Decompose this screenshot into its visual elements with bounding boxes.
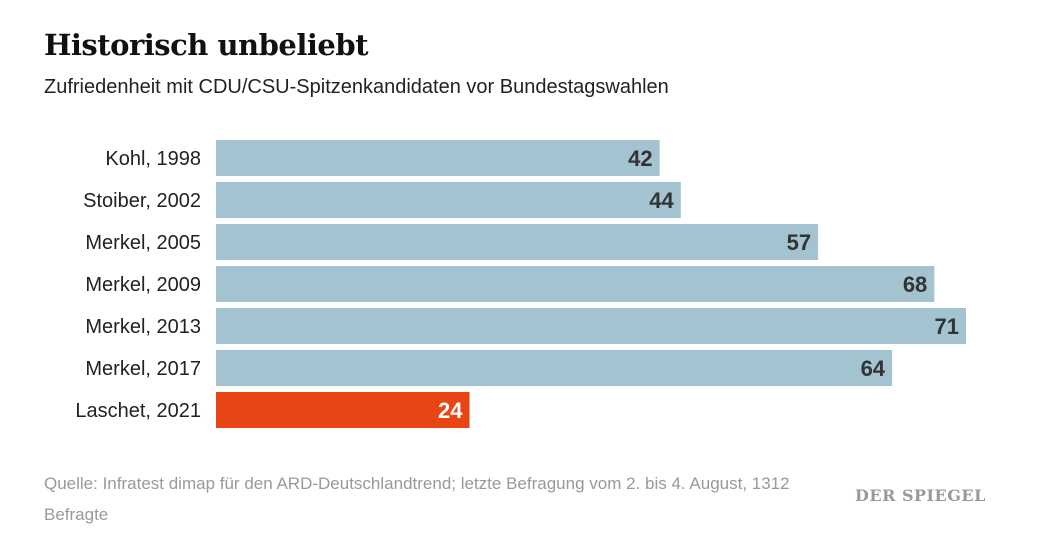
data-label: 57	[787, 230, 811, 255]
category-label: Kohl, 1998	[105, 148, 201, 170]
source-note: Quelle: Infratest dimap für den ARD-Deut…	[44, 474, 790, 524]
category-label: Stoiber, 2002	[83, 190, 201, 212]
data-label: 44	[649, 188, 674, 213]
bar-chart: Kohl, 1998 42 Stoiber, 2002 44 Merkel, 2005 5…	[75, 140, 966, 428]
bar	[216, 308, 966, 344]
bar	[216, 224, 819, 260]
bar	[216, 182, 681, 218]
bar	[216, 266, 935, 302]
data-label: 71	[935, 314, 959, 339]
data-label: 42	[628, 146, 652, 171]
category-label: Merkel, 2005	[85, 232, 201, 254]
data-label: 64	[861, 356, 886, 381]
category-label: Laschet, 2021	[75, 400, 201, 422]
chart-subtitle: Zufriedenheit mit CDU/CSU-Spitzenkandida…	[44, 76, 669, 98]
chart-title: Historisch unbeliebt	[44, 28, 369, 62]
bar-highlight	[216, 392, 470, 428]
category-label: Merkel, 2013	[85, 316, 201, 338]
bar	[216, 350, 893, 386]
category-label: Merkel, 2009	[85, 274, 201, 296]
category-label: Merkel, 2017	[85, 358, 201, 380]
bar	[216, 140, 660, 176]
data-label: 24	[438, 398, 463, 423]
data-label: 68	[903, 272, 927, 297]
spiegel-logo: DER SPIEGEL	[855, 486, 986, 505]
